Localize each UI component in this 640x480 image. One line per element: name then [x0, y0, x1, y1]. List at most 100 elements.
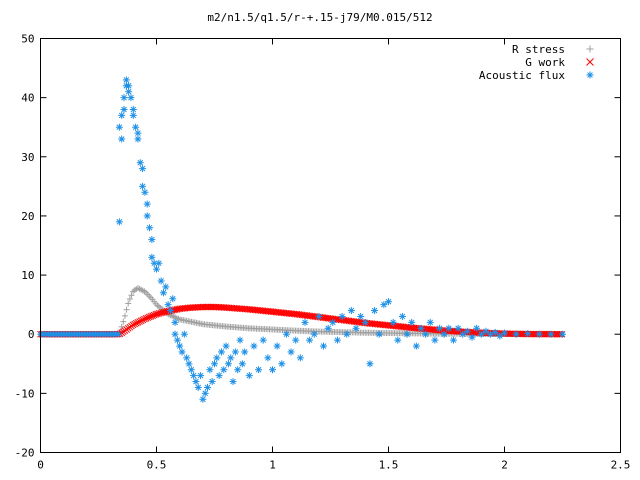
- data-point: [412, 342, 420, 350]
- axis-tick-labels: 0 0.5 1 1.5 2 2.5 -20 -10 0 10 20 30 40 50: [15, 33, 631, 472]
- data-point: [553, 330, 561, 338]
- data-point: [127, 94, 135, 102]
- data-point: [148, 236, 156, 244]
- data-point: [213, 354, 221, 362]
- data-point: [338, 312, 346, 320]
- data-point: [125, 300, 132, 307]
- data-point: [542, 330, 549, 338]
- x-tick-label: 0.5: [147, 459, 167, 472]
- chart-title: m2/n1.5/q1.5/r-+.15-j79/M0.015/512: [207, 11, 432, 24]
- data-point: [197, 372, 205, 380]
- data-point: [264, 354, 272, 362]
- data-point: [250, 342, 258, 350]
- plot-frame: [40, 38, 621, 453]
- data-point: [118, 135, 126, 143]
- data-point: [115, 331, 122, 338]
- data-point: [255, 366, 263, 374]
- data-point: [148, 253, 156, 261]
- x-tick-label: 2: [501, 459, 508, 472]
- data-point: [301, 318, 309, 326]
- data-point: [477, 330, 485, 338]
- data-point: [394, 336, 402, 344]
- data-point: [440, 330, 448, 338]
- data-point: [129, 321, 137, 329]
- data-point: [333, 336, 341, 344]
- data-point: [398, 312, 406, 320]
- data-point: [176, 342, 184, 350]
- data-point: [171, 318, 179, 326]
- data-point: [169, 295, 177, 303]
- data-point: [185, 360, 193, 368]
- data-point: [128, 292, 135, 299]
- data-point: [306, 336, 314, 344]
- data-point: [129, 111, 137, 119]
- data-point: [157, 277, 165, 285]
- data-point: [217, 348, 225, 356]
- data-point: [445, 324, 453, 332]
- data-point: [278, 360, 286, 368]
- data-point: [352, 324, 360, 332]
- data-point: [211, 360, 218, 368]
- data-point: [259, 336, 267, 344]
- data-point: [343, 330, 351, 338]
- data-point: [454, 324, 462, 332]
- data-point: [347, 307, 355, 315]
- legend-label: G work: [525, 56, 565, 69]
- data-point: [292, 336, 300, 344]
- data-point: [180, 330, 188, 338]
- data-point: [204, 383, 212, 391]
- data-point: [120, 105, 128, 113]
- data-point: [125, 82, 133, 90]
- y-tick-label: 0: [28, 328, 35, 341]
- data-point: [375, 330, 383, 338]
- data-point: [431, 336, 439, 344]
- series-layer: [37, 76, 566, 403]
- data-point: [231, 348, 239, 356]
- data-point: [227, 354, 235, 362]
- data-point: [164, 301, 172, 309]
- data-point: [171, 330, 179, 338]
- legend-item: Acoustic flux: [479, 69, 594, 82]
- data-point: [215, 372, 223, 380]
- data-point: [115, 218, 123, 226]
- data-point: [206, 366, 214, 374]
- data-point: [529, 330, 536, 338]
- data-point: [224, 360, 232, 368]
- series-acoustic-flux: [37, 76, 566, 403]
- data-point: [463, 327, 471, 335]
- data-point: [436, 324, 444, 332]
- data-point: [422, 330, 430, 338]
- legend-marker: [586, 71, 594, 79]
- data-point: [366, 360, 374, 368]
- data-point: [559, 330, 566, 338]
- axis-ticks: [40, 38, 621, 453]
- data-point: [491, 328, 499, 336]
- data-point: [426, 318, 434, 326]
- data-point: [296, 354, 304, 362]
- data-point: [385, 298, 392, 306]
- data-point: [204, 303, 212, 311]
- data-point: [241, 348, 249, 356]
- data-point: [273, 342, 281, 350]
- data-point: [134, 129, 142, 137]
- data-point: [202, 303, 210, 311]
- data-point: [194, 383, 202, 391]
- data-point: [238, 360, 246, 368]
- data-point: [229, 378, 237, 386]
- data-point: [136, 159, 144, 167]
- data-point: [201, 389, 209, 397]
- data-point: [190, 372, 198, 380]
- data-point: [173, 336, 181, 344]
- data-point: [371, 307, 379, 315]
- data-point: [153, 265, 160, 273]
- data-point: [126, 296, 133, 303]
- x-tick-label: 0: [37, 459, 44, 472]
- data-point: [389, 318, 397, 326]
- x-tick-label: 1.5: [379, 459, 399, 472]
- data-point: [482, 327, 490, 335]
- data-point: [115, 123, 123, 131]
- data-point: [245, 372, 253, 380]
- data-point: [361, 318, 369, 326]
- data-point: [220, 366, 228, 374]
- data-point: [287, 348, 295, 356]
